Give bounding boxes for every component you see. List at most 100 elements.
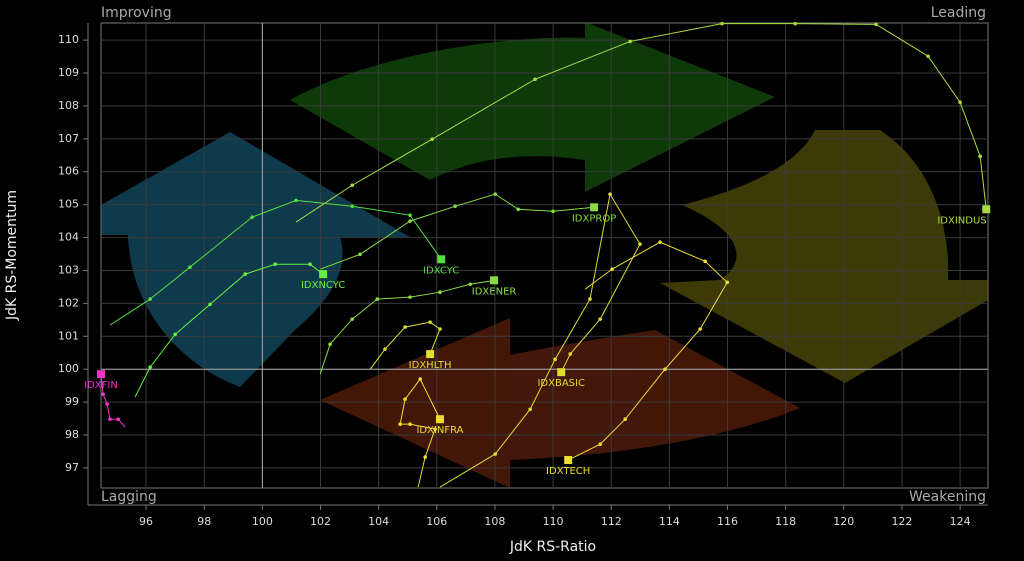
trail-point bbox=[148, 365, 152, 370]
trail-point bbox=[468, 282, 473, 287]
x-tick-label: 122 bbox=[891, 515, 912, 528]
trail-point bbox=[108, 417, 112, 422]
series-label: IDXPROP bbox=[572, 213, 616, 224]
trail-point bbox=[658, 240, 662, 244]
trail-point bbox=[553, 357, 557, 362]
head-marker bbox=[982, 205, 991, 214]
trail-point bbox=[350, 183, 354, 188]
trail bbox=[319, 279, 495, 375]
trail-point bbox=[273, 262, 277, 267]
trail bbox=[134, 263, 324, 398]
trail-point bbox=[428, 320, 432, 324]
y-tick-label: 107 bbox=[58, 132, 79, 145]
trail-point bbox=[720, 21, 724, 26]
x-tick-label: 98 bbox=[197, 515, 211, 528]
y-tick-label: 108 bbox=[58, 99, 79, 112]
series-label: IDXTECH bbox=[546, 466, 590, 477]
trail-point bbox=[101, 392, 105, 397]
trail-point bbox=[588, 297, 592, 301]
y-tick-label: 109 bbox=[58, 66, 79, 79]
head-marker bbox=[435, 415, 444, 424]
trail-point bbox=[328, 342, 332, 346]
trail-point bbox=[408, 295, 412, 299]
trail-point bbox=[408, 422, 412, 426]
trail bbox=[439, 192, 641, 488]
trail-point bbox=[403, 325, 407, 329]
arrow-weakening bbox=[660, 130, 988, 383]
trail-point bbox=[493, 192, 498, 196]
trail-point bbox=[698, 327, 702, 331]
series-label: IDXHLTH bbox=[409, 360, 452, 371]
y-tick-label: 102 bbox=[58, 296, 79, 309]
trail-point bbox=[610, 267, 614, 271]
series-label: IDXINDUS bbox=[937, 215, 986, 226]
trail-point bbox=[438, 327, 442, 331]
trail-point bbox=[978, 154, 982, 159]
trail-point bbox=[403, 397, 407, 401]
y-tick-label: 105 bbox=[58, 198, 79, 211]
trail-point bbox=[528, 407, 532, 412]
trail-point bbox=[243, 272, 247, 276]
x-tick-label: 96 bbox=[139, 515, 153, 528]
trail-point bbox=[551, 209, 555, 214]
trail-point bbox=[350, 317, 354, 321]
x-tick-label: 120 bbox=[833, 515, 854, 528]
trail-point bbox=[308, 262, 312, 267]
quadrant-label: Improving bbox=[101, 5, 172, 21]
trail bbox=[109, 199, 442, 326]
rotation-arrows bbox=[101, 22, 988, 488]
trail-point bbox=[608, 192, 612, 196]
trail-point bbox=[598, 442, 602, 447]
y-tick-label: 98 bbox=[65, 428, 79, 441]
y-tick-label: 101 bbox=[58, 329, 79, 342]
trail-point bbox=[408, 213, 412, 217]
trail-point bbox=[418, 377, 423, 381]
y-tick-label: 99 bbox=[65, 395, 79, 408]
y-tick-label: 104 bbox=[58, 231, 79, 244]
trail-point bbox=[433, 427, 437, 431]
x-tick-label: 108 bbox=[484, 515, 505, 528]
series-label: IDXENER bbox=[472, 286, 517, 297]
trail-point bbox=[383, 347, 387, 351]
trail bbox=[320, 193, 595, 270]
y-tick-label: 110 bbox=[58, 33, 79, 46]
arrow-leading bbox=[290, 22, 775, 192]
x-axis-title: JdK RS-Ratio bbox=[509, 539, 596, 555]
x-tick-label: 110 bbox=[543, 515, 564, 528]
trail-point bbox=[958, 100, 962, 105]
arrow-improving bbox=[101, 132, 410, 387]
grid bbox=[101, 23, 988, 488]
trail-point bbox=[663, 367, 667, 371]
trail-point bbox=[173, 332, 177, 337]
trail-point bbox=[725, 280, 730, 285]
y-tick-label: 97 bbox=[65, 461, 79, 474]
trail-point bbox=[623, 417, 627, 422]
trail-point bbox=[188, 265, 192, 269]
quadrant-label: Weakening bbox=[909, 489, 986, 505]
x-tick-label: 112 bbox=[601, 515, 622, 528]
trail-point bbox=[116, 417, 120, 422]
y-tick-label: 103 bbox=[58, 263, 79, 276]
trail-point bbox=[638, 242, 642, 246]
head-marker bbox=[437, 255, 446, 264]
series-label: IDXNCYC bbox=[301, 280, 345, 291]
quadrant-label: Leading bbox=[931, 5, 986, 21]
trail-point bbox=[294, 198, 298, 203]
trail bbox=[369, 321, 441, 370]
trail-point bbox=[493, 452, 498, 456]
head-marker bbox=[590, 203, 599, 212]
trail-point bbox=[408, 219, 412, 223]
x-tick-label: 116 bbox=[717, 515, 738, 528]
x-tick-label: 100 bbox=[252, 515, 273, 528]
head-marker bbox=[490, 276, 499, 285]
series-label: IDXINFRA bbox=[416, 425, 463, 436]
head-marker bbox=[557, 368, 566, 377]
trail-point bbox=[250, 215, 254, 219]
head-marker bbox=[97, 370, 105, 379]
series-label: IDXBASIC bbox=[537, 378, 584, 389]
trail-point bbox=[350, 204, 354, 209]
head-marker bbox=[564, 456, 573, 465]
trail-point bbox=[598, 317, 602, 321]
trail-point bbox=[533, 77, 537, 82]
